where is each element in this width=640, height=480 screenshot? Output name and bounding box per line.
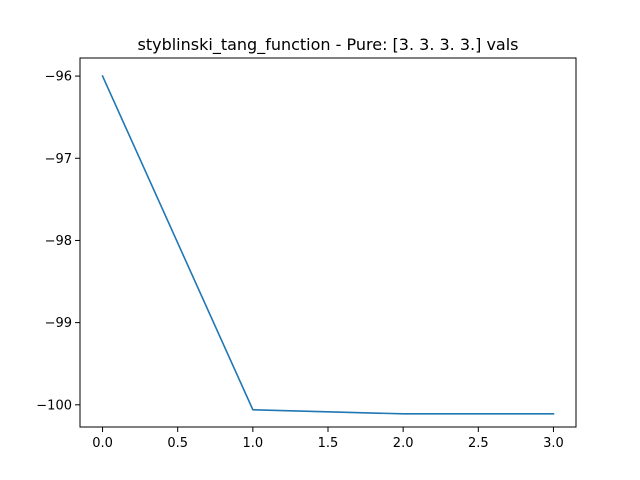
y-tick-label: −99	[45, 316, 72, 331]
x-tick-label: 3.0	[543, 436, 564, 451]
x-tick-label: 1.5	[318, 436, 339, 451]
axes-frame	[79, 57, 577, 428]
y-tick-label: −100	[36, 398, 72, 413]
series-line-0	[101, 75, 555, 415]
x-tick-label: 1.0	[243, 436, 264, 451]
x-axis: 0.0 0.5 1.0 1.5 2.0 2.5 3.0	[92, 427, 564, 451]
y-tick-label: −97	[45, 152, 72, 167]
x-tick-label: 2.5	[468, 436, 489, 451]
x-tick-label: 0.5	[167, 436, 188, 451]
plot-area	[101, 75, 555, 415]
x-tick-label: 0.0	[92, 436, 113, 451]
y-axis: −96 −97 −98 −99 −100	[36, 70, 80, 413]
y-tick-label: −98	[45, 234, 72, 249]
x-tick-label: 2.0	[393, 436, 414, 451]
y-tick-label: −96	[45, 70, 72, 85]
chart-title: styblinski_tang_function - Pure: [3. 3. …	[138, 35, 519, 55]
